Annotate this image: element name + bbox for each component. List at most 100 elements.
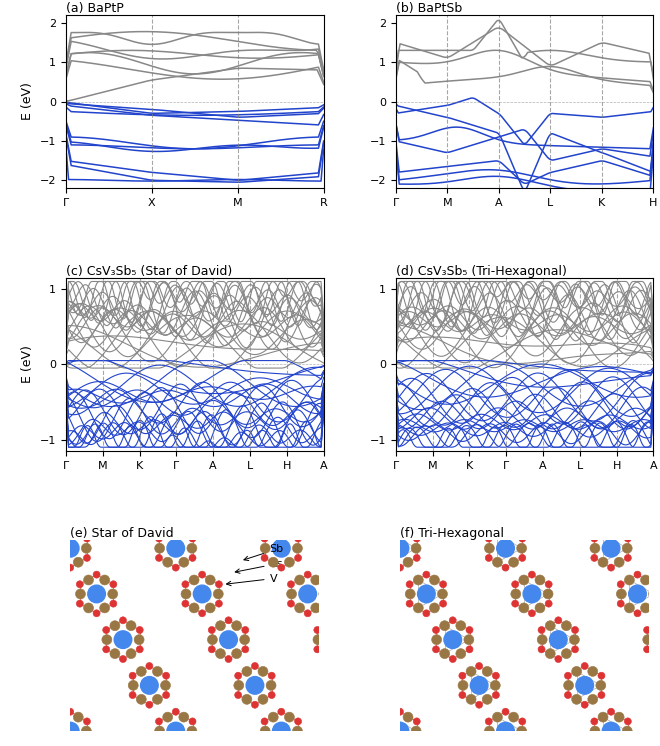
Circle shape — [268, 692, 275, 698]
Circle shape — [438, 589, 447, 599]
Circle shape — [614, 712, 624, 722]
Circle shape — [160, 680, 170, 690]
Circle shape — [440, 621, 449, 630]
Circle shape — [598, 712, 608, 722]
Circle shape — [555, 617, 562, 624]
Circle shape — [588, 666, 598, 677]
Circle shape — [181, 589, 191, 599]
Circle shape — [440, 648, 449, 659]
Circle shape — [485, 535, 492, 542]
Circle shape — [492, 557, 502, 567]
Circle shape — [430, 603, 440, 613]
Circle shape — [242, 695, 252, 704]
Circle shape — [449, 656, 456, 662]
Circle shape — [232, 621, 242, 630]
Circle shape — [555, 656, 562, 662]
Circle shape — [88, 585, 106, 603]
Circle shape — [413, 603, 423, 613]
Circle shape — [545, 648, 555, 659]
Circle shape — [406, 600, 413, 607]
Circle shape — [517, 543, 527, 554]
Circle shape — [406, 581, 413, 588]
Circle shape — [321, 600, 328, 607]
Circle shape — [103, 646, 110, 653]
Text: (f) Tri-Hexagonal: (f) Tri-Hexagonal — [400, 527, 504, 541]
Circle shape — [84, 575, 94, 585]
Circle shape — [572, 695, 581, 704]
Circle shape — [189, 603, 199, 613]
Circle shape — [440, 600, 447, 607]
Circle shape — [643, 635, 653, 645]
Circle shape — [187, 726, 197, 736]
Circle shape — [411, 543, 421, 554]
Circle shape — [314, 627, 321, 633]
Circle shape — [517, 726, 527, 736]
Circle shape — [156, 535, 162, 542]
Circle shape — [136, 627, 143, 633]
Circle shape — [617, 581, 624, 588]
Circle shape — [550, 631, 567, 648]
Circle shape — [61, 539, 79, 557]
Circle shape — [304, 571, 312, 578]
Circle shape — [205, 603, 215, 613]
Circle shape — [562, 621, 572, 630]
Circle shape — [167, 539, 185, 557]
Circle shape — [278, 564, 285, 571]
Circle shape — [519, 575, 529, 585]
Circle shape — [61, 722, 79, 740]
Circle shape — [199, 571, 206, 578]
Circle shape — [651, 581, 658, 588]
Circle shape — [261, 554, 268, 562]
Circle shape — [485, 554, 492, 562]
Y-axis label: E (eV): E (eV) — [21, 83, 34, 121]
Circle shape — [484, 543, 494, 554]
Circle shape — [189, 718, 196, 725]
Circle shape — [102, 635, 112, 645]
Circle shape — [294, 535, 302, 542]
Circle shape — [163, 712, 173, 722]
Circle shape — [622, 543, 632, 554]
Circle shape — [189, 575, 199, 585]
Circle shape — [110, 621, 120, 630]
Circle shape — [581, 662, 588, 670]
Circle shape — [182, 600, 189, 607]
Circle shape — [405, 589, 415, 599]
Circle shape — [624, 535, 632, 542]
Circle shape — [128, 680, 138, 690]
Circle shape — [129, 692, 136, 698]
Circle shape — [497, 539, 514, 557]
Circle shape — [321, 581, 328, 588]
Circle shape — [391, 722, 409, 740]
Circle shape — [261, 535, 268, 542]
Circle shape — [152, 666, 162, 677]
Circle shape — [67, 564, 74, 571]
Circle shape — [418, 585, 435, 603]
Circle shape — [423, 609, 430, 617]
Circle shape — [603, 722, 620, 740]
Circle shape — [162, 672, 170, 679]
Circle shape — [634, 571, 641, 578]
Circle shape — [598, 672, 605, 679]
Circle shape — [319, 589, 329, 599]
Circle shape — [304, 609, 312, 617]
Circle shape — [182, 581, 189, 588]
Circle shape — [564, 692, 572, 698]
Circle shape — [251, 701, 259, 708]
Circle shape — [260, 543, 270, 554]
Circle shape — [75, 589, 85, 599]
Circle shape — [485, 718, 492, 725]
Circle shape — [492, 672, 500, 679]
Circle shape — [215, 621, 226, 630]
Circle shape — [391, 539, 409, 557]
Circle shape — [260, 726, 270, 736]
Circle shape — [492, 692, 500, 698]
Circle shape — [311, 603, 321, 613]
Circle shape — [537, 635, 547, 645]
Circle shape — [444, 631, 461, 648]
Circle shape — [73, 712, 83, 722]
Circle shape — [246, 677, 264, 695]
Circle shape — [492, 712, 502, 722]
Circle shape — [466, 627, 473, 633]
Circle shape — [162, 692, 170, 698]
Circle shape — [634, 609, 641, 617]
